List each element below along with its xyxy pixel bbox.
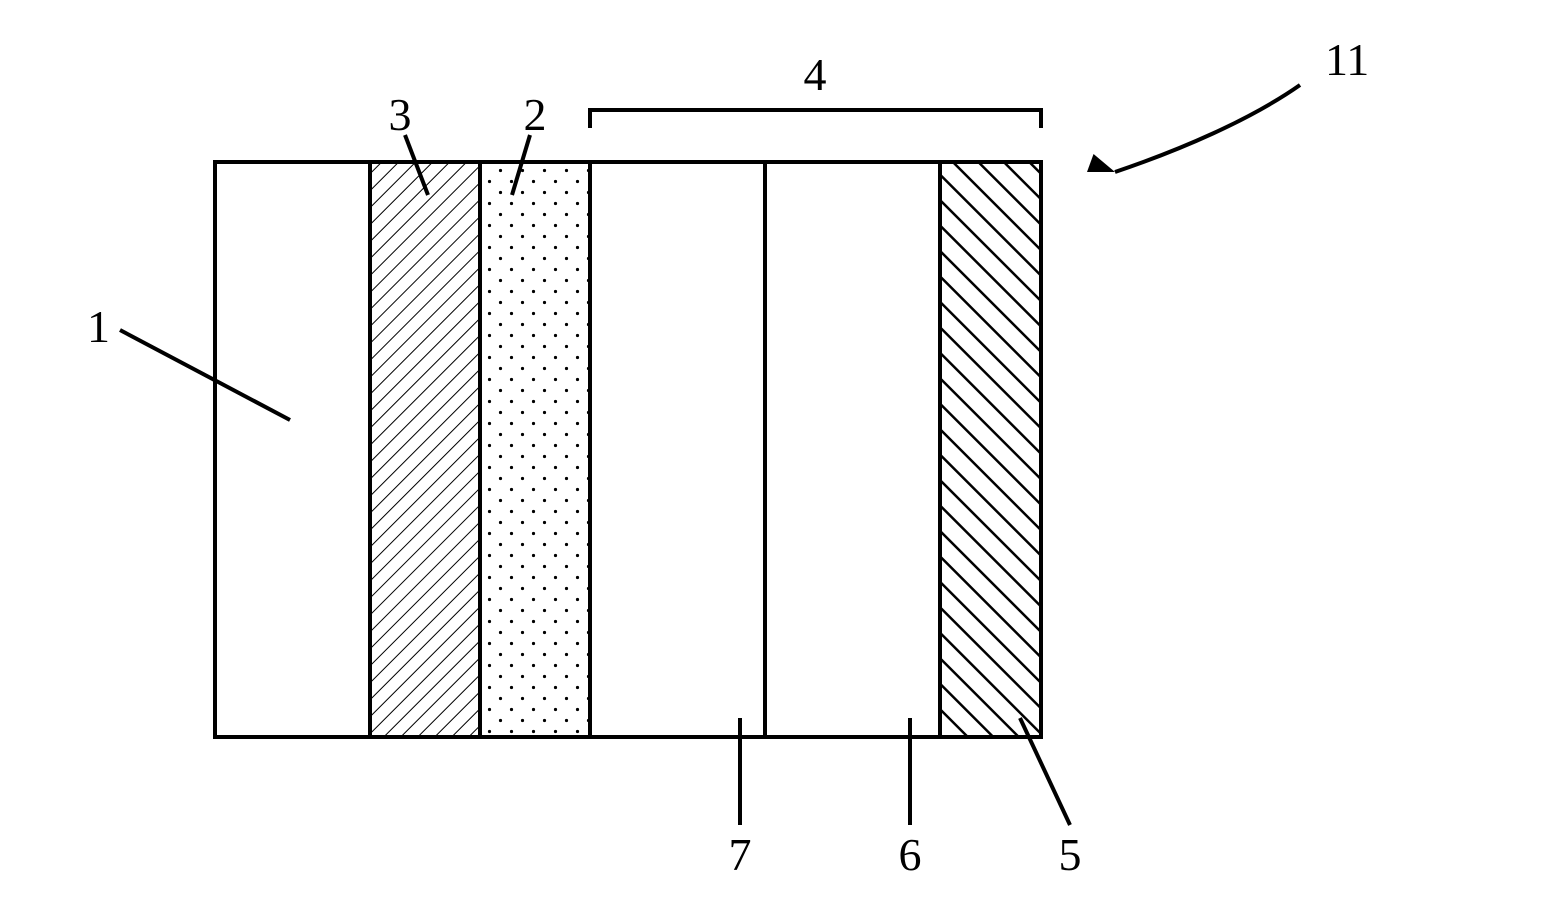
label-4: 4: [804, 49, 827, 100]
label-2: 2: [524, 89, 547, 140]
layer-L2: [480, 162, 590, 737]
layer-L7: [590, 162, 765, 737]
arrowhead: [1087, 154, 1115, 172]
label-1: 1: [87, 301, 110, 352]
layer-L6: [765, 162, 940, 737]
bracket-4: [590, 110, 1041, 128]
layer-L5: [940, 162, 1041, 737]
leader-5: [1020, 718, 1070, 825]
label-6: 6: [899, 829, 922, 880]
layer-L3: [370, 162, 480, 737]
layer-L1: [215, 162, 370, 737]
pointer-11: [1115, 85, 1300, 172]
label-5: 5: [1059, 829, 1082, 880]
label-7: 7: [729, 829, 752, 880]
label-11: 11: [1325, 34, 1369, 85]
label-3: 3: [389, 89, 412, 140]
diagram-svg: 1 3 2 4 7 6 5 11: [0, 0, 1546, 921]
